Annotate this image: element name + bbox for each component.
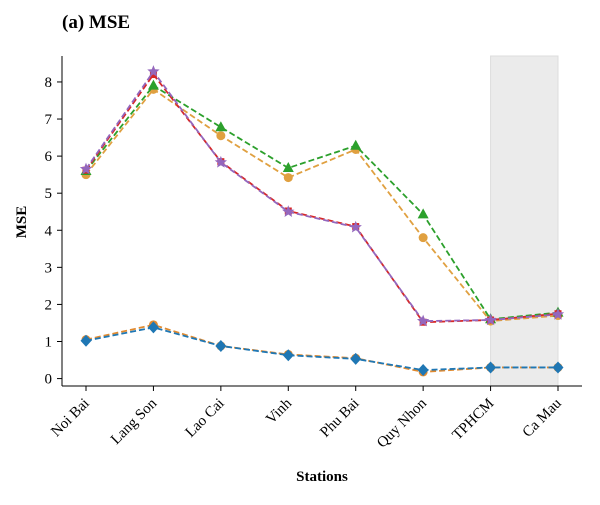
series-3-point-4 — [349, 220, 362, 233]
x-tick-label-4: Phu Bai — [317, 396, 362, 441]
series-0-line — [85, 88, 559, 323]
series-5-point-2 — [215, 339, 227, 352]
series-0-point-5 — [418, 233, 428, 243]
series-1-point-4 — [350, 139, 362, 150]
series-1-point-3 — [282, 161, 294, 172]
x-tick-label-1: Lang Son — [108, 395, 161, 448]
y-tick-label-6: 6 — [45, 149, 53, 165]
y-tick-label-4: 4 — [45, 223, 53, 239]
y-tick-label-2: 2 — [45, 297, 53, 313]
y-tick-label-3: 3 — [45, 260, 53, 276]
series-5-line — [85, 326, 558, 371]
series-3-point-6 — [484, 313, 497, 326]
x-tick-label-2: Lao Cai — [182, 396, 227, 441]
y-tick-label-5: 5 — [45, 186, 53, 202]
series-1-line — [85, 84, 559, 321]
series-5-point-1 — [147, 321, 159, 334]
y-tick-label-1: 1 — [45, 335, 53, 351]
series-3-point-3 — [282, 205, 295, 217]
x-tick-label-7: Ca Mau — [520, 395, 566, 441]
series-1-point-5 — [417, 208, 429, 219]
series-1-point-1 — [147, 79, 159, 90]
series-5-point-5 — [417, 364, 429, 377]
series-2-point-1 — [149, 71, 157, 79]
series-1-point-2 — [215, 121, 227, 132]
series-0-point-2 — [216, 131, 226, 141]
series-3-point-1 — [147, 65, 160, 77]
series-3-point-5 — [416, 314, 430, 327]
series-3-point-7 — [551, 307, 565, 320]
series-0-point-3 — [283, 173, 293, 183]
x-tick-label-0: Noi Bai — [48, 396, 93, 441]
x-tick-label-5: Quy Nhon — [374, 395, 430, 451]
x-tick-label-6: TPHCM — [450, 396, 498, 444]
y-tick-label-8: 8 — [45, 75, 53, 91]
series-3-point-2 — [214, 155, 228, 168]
x-tick-label-3: Vinh — [263, 395, 295, 427]
series-3-point-0 — [79, 162, 93, 175]
series-5-point-7 — [552, 361, 564, 374]
y-tick-label-7: 7 — [45, 112, 53, 128]
chart-title: (a) MSE — [62, 12, 130, 33]
series-5-point-3 — [282, 349, 294, 362]
series-5-point-4 — [350, 352, 362, 365]
series-5-point-6 — [485, 361, 497, 374]
highlight-region — [490, 55, 559, 387]
series-3-line — [85, 70, 559, 323]
series-5-point-0 — [80, 334, 92, 347]
y-axis-label: MSE — [14, 206, 30, 239]
x-axis-label: Stations — [296, 469, 348, 485]
y-tick-label-0: 0 — [45, 372, 53, 388]
series-2-line — [85, 73, 559, 324]
